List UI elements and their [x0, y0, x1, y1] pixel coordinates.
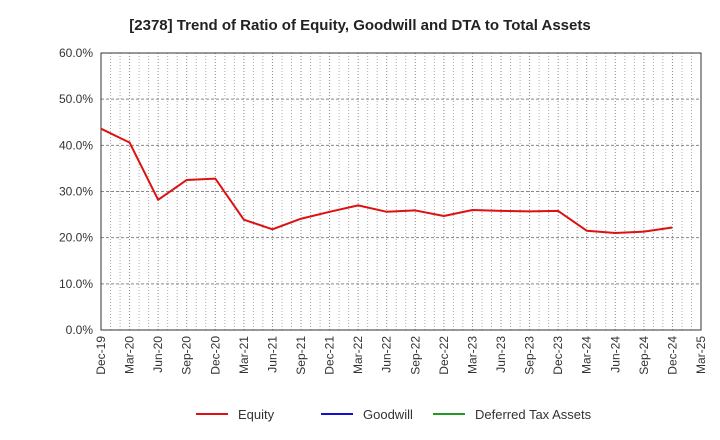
x-tick-label: Dec-22 [437, 336, 451, 375]
x-tick-label: Dec-21 [323, 336, 337, 375]
legend-label: Equity [238, 407, 275, 422]
x-tick-label: Sep-20 [180, 336, 194, 375]
x-tick-label: Dec-20 [208, 336, 222, 375]
x-tick-label: Jun-20 [151, 336, 165, 373]
x-tick-label: Dec-19 [94, 336, 108, 375]
series-line-equity [100, 127, 673, 235]
plot-frame [100, 52, 702, 331]
x-tick-label: Jun-21 [265, 336, 279, 373]
x-tick-label: Mar-25 [694, 336, 708, 374]
y-tick-label: 40.0% [59, 138, 93, 152]
x-tick-label: Mar-20 [123, 336, 137, 374]
x-tick-label: Jun-24 [608, 336, 622, 373]
legend-label: Deferred Tax Assets [475, 407, 592, 422]
axes: 0.0% 10.0% 20.0% 30.0% 40.0% 50.0% 60.0% Dec-19… [59, 46, 708, 375]
x-tick-label: Sep-22 [408, 336, 422, 375]
y-tick-label: 50.0% [59, 92, 93, 106]
chart-title: [2378] Trend of Ratio of Equity, Goodwil… [129, 17, 590, 34]
x-tick-label: Sep-21 [294, 336, 308, 375]
y-tick-label: 10.0% [59, 277, 93, 291]
x-tick-label: Sep-24 [637, 336, 651, 375]
y-tick-label: 0.0% [66, 323, 94, 337]
x-tick-label: Mar-24 [580, 336, 594, 374]
y-tick-label: 30.0% [59, 185, 93, 199]
grid [100, 52, 702, 331]
x-tick-label: Jun-22 [380, 336, 394, 373]
legend: Equity Goodwill Deferred Tax Assets [196, 407, 592, 422]
legend-label: Goodwill [363, 407, 413, 422]
x-tick-label: Sep-23 [523, 336, 537, 375]
x-tick-label: Jun-23 [494, 336, 508, 373]
x-tick-label: Mar-23 [465, 336, 479, 374]
x-tick-label: Dec-23 [551, 336, 565, 375]
x-tick-label: Dec-24 [665, 336, 679, 375]
series-lines [100, 127, 673, 235]
y-tick-label: 60.0% [59, 46, 93, 60]
y-tick-label: 20.0% [59, 231, 93, 245]
x-tick-label: Mar-21 [237, 336, 251, 374]
x-tick-label: Mar-22 [351, 336, 365, 374]
